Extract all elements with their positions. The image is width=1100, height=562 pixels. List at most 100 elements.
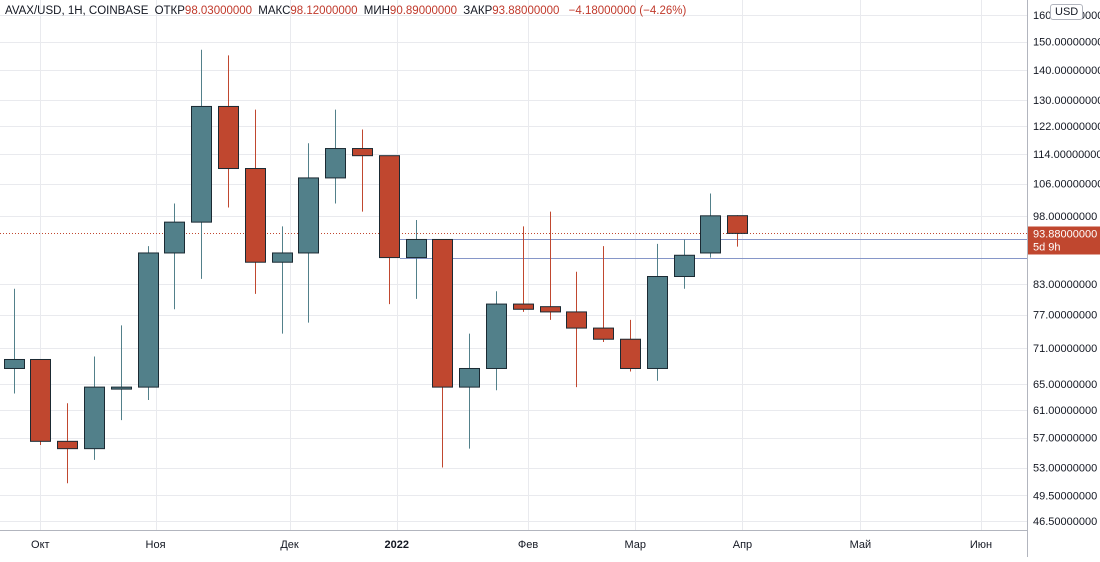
x-tick-label: Июн (970, 539, 992, 551)
legend-low-label: МИН (363, 5, 390, 17)
candle-body (406, 238, 427, 259)
x-tick-label: Дек (280, 539, 299, 551)
candle (379, 155, 400, 305)
candle-body (191, 105, 212, 223)
candle-body (57, 440, 78, 450)
candle-body (620, 338, 641, 369)
candle (513, 226, 534, 312)
candle-body (459, 367, 480, 388)
y-tick-label: 114.00000000 (1033, 149, 1100, 161)
price-tag-bg (1028, 226, 1100, 255)
candle-body (540, 306, 561, 313)
currency-button[interactable]: USD (1050, 4, 1084, 20)
y-tick-label: 71.00000000 (1033, 343, 1097, 355)
candle-body (352, 148, 373, 157)
candle (57, 403, 78, 484)
candle-body (30, 358, 51, 442)
candle-body (674, 254, 695, 278)
candle (84, 356, 105, 460)
legend-high-value: 98.12000000 (290, 5, 358, 17)
candle (406, 220, 427, 299)
candle-body (4, 358, 25, 369)
y-tick-label: 122.00000000 (1033, 121, 1100, 133)
candle-body (298, 177, 319, 254)
legend-low-value: 90.89000000 (389, 5, 458, 17)
candle-body (727, 215, 748, 234)
x-tick-label: Ноя (146, 539, 166, 551)
candle (325, 109, 346, 204)
y-tick-label: 98.00000000 (1033, 211, 1097, 223)
price-axis (1027, 0, 1100, 557)
y-tick-label: 83.00000000 (1033, 279, 1097, 291)
candle (674, 239, 695, 289)
candle-body (700, 215, 721, 254)
legend-open-value: 98.03000000 (184, 5, 253, 17)
x-tick-label: Апр (733, 539, 752, 551)
legend-close-value: 93.88000000 (492, 5, 560, 17)
legend-symbol: AVAX/USD, 1Н, COINBASE (5, 5, 149, 17)
y-tick-label: 130.00000000 (1033, 95, 1100, 107)
candle-body (111, 386, 132, 390)
candle (298, 143, 319, 323)
candle (540, 211, 561, 320)
candle (164, 203, 185, 310)
candle-body (513, 303, 534, 310)
legend-change: −4.18000000 (−4.26%) (568, 5, 687, 17)
y-tick-label: 57.00000000 (1033, 433, 1097, 445)
candle (30, 358, 51, 445)
y-tick-label: 46.50000000 (1033, 516, 1097, 528)
candle-body (432, 238, 453, 388)
y-tick-label: 53.00000000 (1033, 463, 1097, 475)
y-tick-label: 49.50000000 (1033, 490, 1097, 502)
candle (4, 288, 25, 394)
y-tick-label: 61.00000000 (1033, 405, 1097, 417)
x-tick-label: Май (850, 539, 872, 551)
candle (218, 55, 239, 208)
candle-body (84, 386, 105, 450)
candle (432, 238, 453, 468)
y-tick-label: 65.00000000 (1033, 379, 1097, 391)
candle-body (379, 155, 400, 259)
candle-body (566, 311, 587, 329)
candle-body (164, 221, 185, 254)
x-axis-labels: Окт Ноя Дек 2022 Фев Мар Апр Май Июн (31, 539, 992, 551)
candle-body (218, 105, 239, 170)
chart-legend: AVAX/USD, 1Н, COINBASE ОТКР98.03000000 М… (5, 5, 686, 17)
candle-body (593, 327, 614, 340)
candle-body (325, 148, 346, 179)
x-tick-label: Мар (624, 539, 646, 551)
grid-lines (0, 0, 1027, 530)
candle-body (272, 252, 293, 263)
y-tick-label: 77.00000000 (1033, 310, 1097, 322)
candle (111, 325, 132, 421)
candle-body (647, 276, 668, 369)
y-axis-labels: 160.00000000150.00000000140.00000000130.… (1033, 10, 1100, 528)
candle-body (138, 252, 159, 388)
candle (647, 243, 668, 381)
price-tag-price: 93.88000000 (1033, 229, 1097, 241)
candle-body (245, 168, 266, 263)
candle (138, 246, 159, 401)
legend-open-label: ОТКР (154, 5, 185, 17)
x-tick-label: 2022 (384, 539, 408, 551)
x-tick-label: Окт (31, 539, 50, 551)
candle (620, 319, 641, 372)
legend-close-label: ЗАКР (463, 5, 493, 17)
candle (459, 333, 480, 449)
y-tick-label: 150.00000000 (1033, 37, 1100, 49)
candle (245, 109, 266, 294)
candle (727, 215, 748, 247)
candle (486, 291, 507, 391)
y-tick-label: 106.00000000 (1033, 179, 1100, 191)
y-tick-label: 140.00000000 (1033, 65, 1100, 77)
candle-body (486, 303, 507, 369)
candle (191, 49, 212, 279)
candles (4, 49, 748, 484)
price-tag-countdown: 5d 9h (1033, 242, 1061, 254)
x-tick-label: Фев (518, 539, 538, 551)
candle (700, 193, 721, 258)
legend-high-label: МАКС (258, 5, 291, 17)
